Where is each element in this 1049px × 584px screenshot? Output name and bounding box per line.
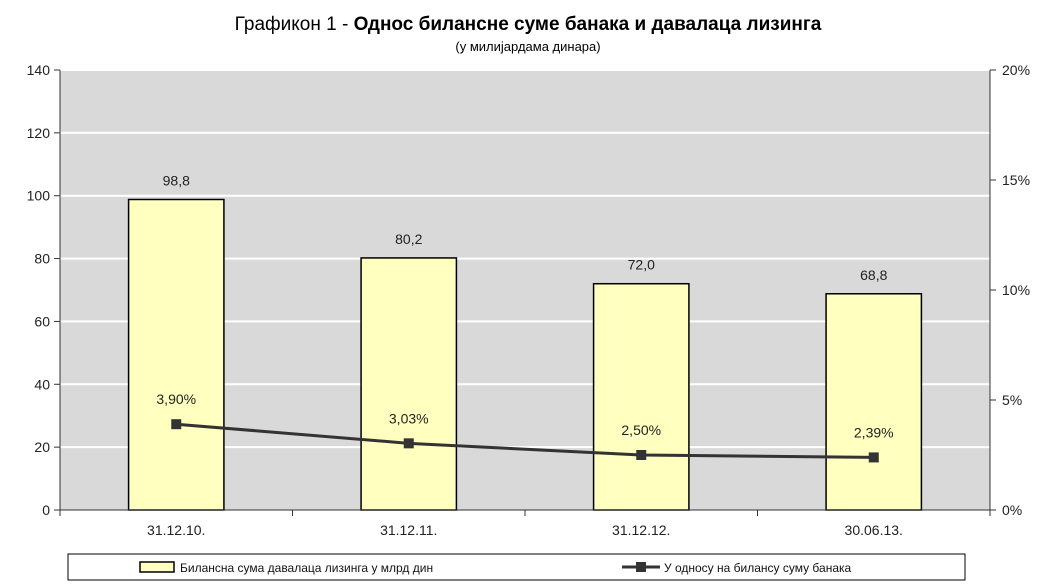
bar-data-label: 98,8 [163, 172, 190, 188]
x-axis: 31.12.10. 31.12.11. 31.12.12. 30.06.13. [59, 509, 991, 538]
line-data-label: 3,03% [389, 410, 429, 426]
left-tick-label: 100 [27, 188, 51, 204]
right-tick-label: 20% [1002, 62, 1030, 78]
line-marker [403, 438, 414, 449]
left-tick-label: 120 [27, 125, 51, 141]
line-data-label: 3,90% [156, 391, 196, 407]
line-data-label: 2,50% [621, 422, 661, 438]
line-marker [636, 450, 647, 460]
right-axis: 0% 5% 10% 15% 20% [989, 62, 1030, 518]
legend-line-marker [636, 562, 646, 572]
x-tick-label: 31.12.10. [147, 522, 205, 538]
x-tick-label: 31.12.12. [612, 522, 670, 538]
bar-data-label: 68,8 [860, 267, 887, 283]
line-marker [868, 452, 879, 463]
legend: Билансна сума давалаца лизинга у млрд ди… [67, 553, 966, 581]
left-tick-label: 80 [34, 251, 50, 267]
left-axis: 0 20 40 60 80 100 120 140 [27, 62, 61, 518]
bar [360, 257, 458, 511]
legend-bar-label: Билансна сума давалаца лизинга у млрд ди… [180, 561, 433, 575]
legend-box [67, 553, 966, 581]
bar [127, 198, 225, 511]
bar-series: 98,8 80,2 72,0 68,8 [127, 172, 923, 511]
legend-bar-swatch [139, 561, 175, 573]
bar-data-label: 80,2 [395, 231, 422, 247]
right-tick-label: 0% [1002, 502, 1022, 518]
left-tick-label: 60 [34, 313, 50, 329]
left-tick-label: 40 [34, 376, 50, 392]
series-line [176, 422, 874, 459]
line-series: 3,90% 3,03% 2,50% 2,39% [156, 391, 894, 463]
bar [592, 282, 690, 511]
chart-title: Графикон 1 - Однос билансне суме банака … [235, 14, 822, 35]
x-tick-label: 31.12.11. [380, 522, 437, 538]
right-tick-label: 15% [1002, 172, 1030, 188]
chart-title-main: Однос билансне суме банака и давалаца ли… [354, 14, 822, 35]
left-tick-label: 0 [42, 502, 50, 518]
bar [825, 293, 923, 511]
right-tick-label: 5% [1002, 392, 1022, 408]
line-data-label: 2,39% [854, 424, 894, 440]
legend-line-label: У односу на билансу суму банака [664, 561, 852, 575]
right-tick-label: 10% [1002, 282, 1030, 298]
left-tick-label: 140 [27, 62, 51, 78]
line-marker [171, 419, 182, 430]
bar-data-label: 72,0 [628, 257, 655, 273]
chart-title-prefix: Графикон 1 - [235, 14, 354, 35]
x-tick-label: 30.06.13. [845, 522, 903, 538]
left-tick-label: 20 [34, 439, 50, 455]
chart-subtitle: (у милијардама динара) [455, 39, 600, 54]
